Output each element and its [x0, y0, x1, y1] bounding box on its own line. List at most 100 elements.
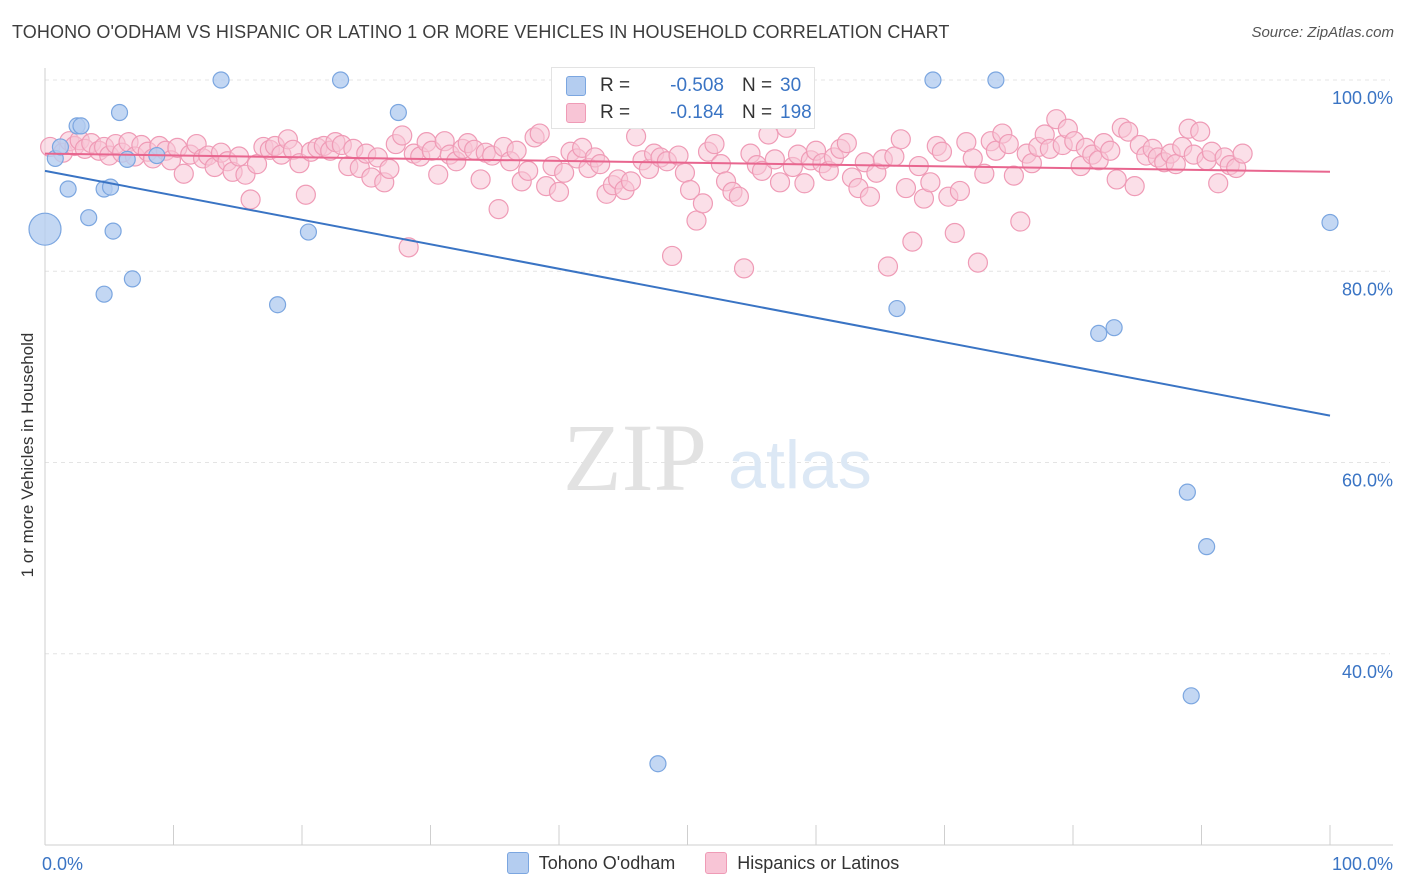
- tohono-point: [212, 71, 230, 89]
- tohono-point: [1182, 687, 1200, 705]
- tohono-point: [987, 71, 1005, 89]
- tohono-point: [95, 285, 113, 303]
- watermark: ZIP atlas: [563, 404, 872, 511]
- r-value: -0.508: [670, 75, 724, 96]
- chart-title: TOHONO O'ODHAM VS HISPANIC OR LATINO 1 O…: [12, 22, 950, 42]
- y-axis-label: 1 or more Vehicles in Household: [18, 332, 37, 578]
- y-tick-label: 60.0%: [1342, 471, 1393, 491]
- hispanics-point: [620, 171, 642, 192]
- axes: [44, 68, 1393, 846]
- legend-label-hispanics: Hispanics or Latinos: [737, 852, 900, 873]
- tohono-point: [924, 71, 942, 89]
- source-label: Source: ZipAtlas.com: [1251, 24, 1394, 41]
- hispanics-point: [949, 180, 971, 202]
- trend-lines: [44, 152, 1331, 417]
- tohono-point: [268, 296, 287, 314]
- x-tick-label: 100.0%: [1332, 854, 1393, 874]
- hispanics-point: [428, 164, 449, 185]
- legend-swatch-tohono: [506, 852, 529, 874]
- legend-item-hispanics[interactable]: Hispanics or Latinos: [705, 852, 899, 874]
- hispanics-point: [769, 172, 791, 193]
- hispanics-point: [998, 133, 1019, 155]
- hispanics-point: [625, 126, 647, 147]
- hispanics-point: [173, 163, 194, 184]
- stats-box: R = -0.508 N = 30 R = -0.184 N = 198: [551, 67, 815, 129]
- hispanics-point: [554, 162, 575, 183]
- series-tohono-points: [28, 71, 1339, 773]
- hispanics-point: [836, 133, 857, 154]
- hispanics-point: [661, 245, 683, 267]
- series-hispanics-points: [40, 109, 1253, 279]
- legend-swatch-hispanics: [705, 852, 728, 874]
- n-value: 30: [780, 75, 802, 96]
- hispanics-point: [944, 222, 965, 244]
- watermark-zip: ZIP: [563, 404, 707, 511]
- hispanics-point: [859, 186, 881, 207]
- tohono-swatch: [566, 76, 586, 96]
- y-tick-label: 100.0%: [1332, 88, 1393, 108]
- hispanics-point: [488, 198, 509, 220]
- hispanics-point: [962, 148, 983, 169]
- tohono-point: [649, 755, 667, 773]
- tohono-point: [389, 103, 407, 122]
- tohono-point: [299, 223, 318, 241]
- hispanics-point: [1208, 173, 1229, 194]
- hispanics-point: [1118, 121, 1139, 142]
- hispanics-point: [295, 184, 316, 205]
- hispanics-point: [728, 186, 750, 207]
- hispanics-swatch: [566, 103, 586, 123]
- tohono-trend-line: [44, 169, 1331, 417]
- stats-row-tohono: R = -0.508 N = 30: [566, 75, 801, 97]
- y-tick-label: 80.0%: [1342, 279, 1393, 299]
- hispanics-point: [679, 179, 701, 201]
- hispanics-point: [398, 237, 419, 258]
- r-label: R =: [600, 102, 631, 123]
- hispanics-point: [518, 160, 539, 181]
- y-tick-label: 40.0%: [1342, 662, 1393, 682]
- n-label: N =: [742, 75, 773, 96]
- hispanics-point: [764, 149, 785, 170]
- n-value: 198: [780, 102, 812, 123]
- hispanics-point: [877, 256, 899, 277]
- hispanics-point: [1100, 140, 1121, 161]
- hispanics-point: [967, 252, 989, 273]
- hispanics-point: [751, 160, 773, 181]
- hispanics-point: [704, 133, 725, 155]
- hispanics-point: [692, 193, 714, 214]
- tohono-point: [1321, 213, 1339, 232]
- watermark-atlas: atlas: [728, 427, 872, 503]
- hispanics-point: [794, 173, 815, 194]
- hispanics-point: [1003, 165, 1024, 186]
- tohono-point: [51, 138, 70, 156]
- hispanics-point: [1106, 169, 1127, 190]
- hispanics-point: [1232, 143, 1253, 164]
- hispanics-point: [974, 163, 995, 184]
- tohono-point: [1090, 324, 1108, 343]
- hispanics-point: [920, 172, 941, 193]
- hispanics-point: [506, 140, 527, 161]
- r-value: -0.184: [670, 102, 724, 123]
- tohono-point: [331, 71, 350, 89]
- hispanics-point: [392, 125, 413, 146]
- hispanics-point: [1190, 121, 1211, 142]
- hispanics-point: [931, 141, 953, 162]
- tohono-point: [1198, 538, 1216, 556]
- tohono-point: [110, 103, 129, 122]
- tohono-point: [28, 212, 62, 246]
- tohono-point: [888, 299, 906, 318]
- hispanics-point: [529, 123, 550, 144]
- hispanics-point: [895, 177, 917, 199]
- legend-item-tohono[interactable]: Tohono O'odham: [506, 852, 676, 874]
- stats-row-hispanics: R = -0.184 N = 198: [566, 102, 812, 124]
- legend-label-tohono: Tohono O'odham: [538, 852, 676, 873]
- hispanics-point: [902, 231, 923, 252]
- tick-labels: 100.0% 80.0% 60.0% 40.0% 0.0% 100.0%: [42, 88, 1393, 874]
- tohono-point: [59, 180, 77, 198]
- hispanics-point: [890, 129, 911, 150]
- hispanics-point: [733, 258, 755, 279]
- hispanics-point: [686, 210, 707, 231]
- n-label: N =: [742, 102, 773, 123]
- hispanics-trend-line: [44, 152, 1331, 173]
- x-tick-label: 0.0%: [42, 854, 83, 874]
